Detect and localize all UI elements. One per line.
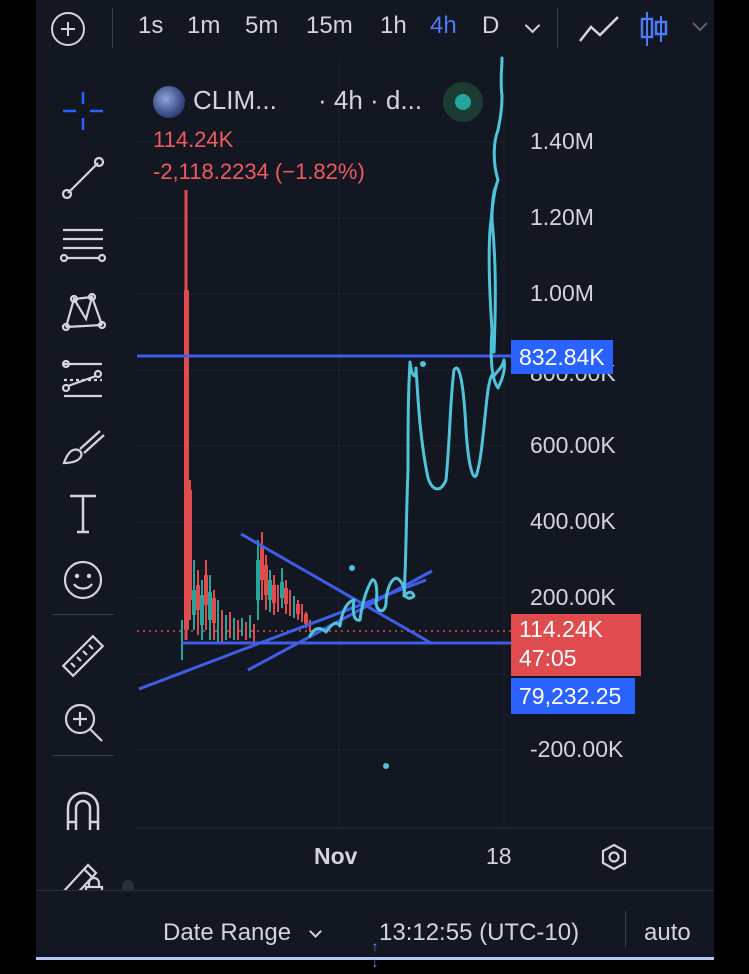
timeframe-15m[interactable]: 15m xyxy=(306,12,353,39)
time-label-18: 18 xyxy=(486,843,512,869)
crosshair-icon[interactable] xyxy=(58,86,108,136)
price-label: 1.40M xyxy=(530,128,594,154)
timeframe-1m[interactable]: 1m xyxy=(187,12,221,39)
market-status-dot-icon[interactable] xyxy=(443,82,483,122)
magnet-icon[interactable] xyxy=(58,786,108,836)
toolbar-divider xyxy=(112,8,113,48)
scale-mode-button[interactable]: auto xyxy=(644,919,691,946)
text-icon[interactable] xyxy=(58,488,108,538)
trend-line-icon[interactable] xyxy=(58,153,108,203)
price-label: -200.00K xyxy=(530,736,624,762)
app-frame: 1s 1m 5m 15m 1h 4h D xyxy=(36,0,714,958)
timeframe-D[interactable]: D xyxy=(482,12,500,39)
line-chart-icon[interactable] xyxy=(578,14,620,44)
timezone-clock[interactable]: 13:12:55 (UTC-10) xyxy=(379,919,580,946)
price-label: 400.00K xyxy=(530,508,616,534)
resize-arrows-icon[interactable]: ↑ ↓ xyxy=(371,938,379,970)
bar-countdown: 47:05 xyxy=(519,645,577,671)
price-label: 1.20M xyxy=(530,204,594,230)
upper-line-price-badge: 832.84K xyxy=(511,340,613,374)
bottom-divider xyxy=(625,911,626,947)
toolbar-divider xyxy=(52,755,114,756)
chart-settings-icon[interactable] xyxy=(600,843,628,871)
candlestick-icon[interactable] xyxy=(639,10,669,48)
symbol-name: CLIM... xyxy=(193,85,277,115)
legend-change: -2,118.2234 (−1.82%) xyxy=(153,159,365,184)
brush-icon[interactable] xyxy=(58,421,108,471)
emoji-icon[interactable] xyxy=(58,555,108,605)
price-label: 200.00K xyxy=(530,584,616,610)
symbol-avatar xyxy=(153,86,185,118)
price-label: 600.00K xyxy=(530,432,616,458)
symbol-interval: · 4h · d... xyxy=(318,85,423,115)
time-label-nov: Nov xyxy=(314,843,358,869)
last-price-badge: 114.24K 47:05 xyxy=(511,614,641,676)
timeframe-5m[interactable]: 5m xyxy=(245,12,279,39)
legend-price: 114.24K xyxy=(153,127,234,152)
candlestick-series xyxy=(181,190,311,660)
ruler-icon[interactable] xyxy=(58,632,108,682)
date-range-button[interactable]: Date Range xyxy=(163,919,292,946)
top-toolbar: 1s 1m 5m 15m 1h 4h D xyxy=(36,0,714,58)
more-chevron-icon[interactable] xyxy=(691,20,709,34)
price-label: 1.00M xyxy=(530,280,594,306)
timeframe-1h[interactable]: 1h xyxy=(380,12,407,39)
panel-resize-line xyxy=(36,957,714,960)
date-range-chevron-icon[interactable] xyxy=(309,925,322,938)
last-price-value: 114.24K xyxy=(519,616,603,642)
price-chart[interactable] xyxy=(36,0,714,958)
zoom-in-icon[interactable] xyxy=(58,697,108,747)
toolbar-divider xyxy=(52,614,114,615)
timeframe-1s[interactable]: 1s xyxy=(138,12,164,39)
toolbar-divider xyxy=(557,8,558,48)
timeframe-4h[interactable]: 4h xyxy=(430,12,457,39)
freehand-drawing[interactable] xyxy=(308,56,506,769)
horizontal-lines-icon[interactable] xyxy=(58,220,108,270)
bottom-bar: Date Range 13:12:55 (UTC-10) auto xyxy=(36,890,714,958)
add-symbol-button[interactable] xyxy=(51,12,85,46)
pattern-icon[interactable] xyxy=(58,287,108,337)
lower-line-price-badge: 79,232.25 xyxy=(511,678,636,714)
forecast-icon[interactable] xyxy=(58,354,108,404)
